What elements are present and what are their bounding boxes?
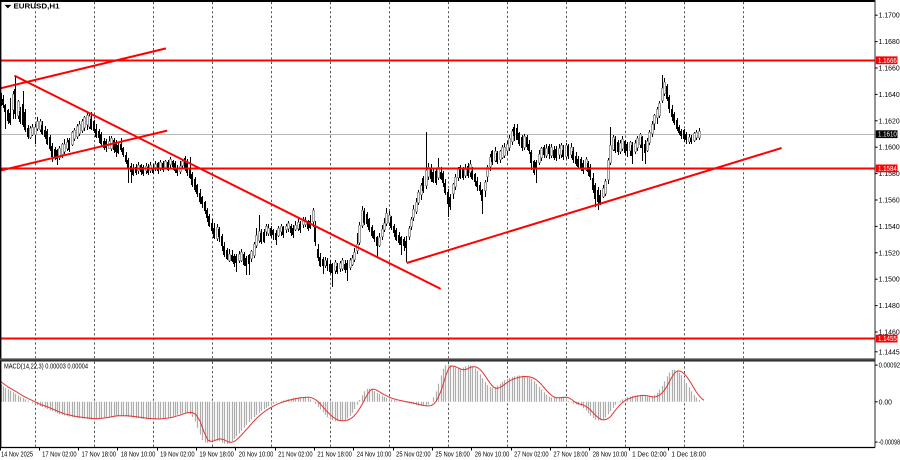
- svg-text:1.1640: 1.1640: [879, 92, 900, 99]
- svg-text:27 Nov 02:00: 27 Nov 02:00: [514, 449, 549, 458]
- svg-text:21 Nov 02:00: 21 Nov 02:00: [278, 449, 313, 458]
- svg-text:1.1480: 1.1480: [879, 303, 900, 310]
- svg-text:1.1584: 1.1584: [878, 166, 897, 173]
- svg-text:19 Nov 02:00: 19 Nov 02:00: [160, 449, 195, 458]
- svg-text:1.1455: 1.1455: [878, 336, 897, 343]
- svg-text:14 Nov 2025: 14 Nov 2025: [1, 449, 33, 458]
- svg-text:1 Dec 02:00: 1 Dec 02:00: [632, 449, 667, 458]
- svg-text:1.1445: 1.1445: [879, 349, 900, 356]
- svg-text:25 Nov 02:00: 25 Nov 02:00: [396, 449, 431, 458]
- svg-text:-0.00098: -0.00098: [879, 440, 900, 447]
- svg-text:1.1540: 1.1540: [879, 224, 900, 231]
- svg-text:18 Nov 10:00: 18 Nov 10:00: [121, 449, 156, 458]
- svg-text:0.00: 0.00: [879, 399, 893, 406]
- svg-text:24 Nov 10:00: 24 Nov 10:00: [357, 449, 392, 458]
- svg-text:19 Nov 18:00: 19 Nov 18:00: [199, 449, 234, 458]
- svg-text:1.1610: 1.1610: [878, 132, 897, 139]
- svg-text:20 Nov 10:00: 20 Nov 10:00: [239, 449, 273, 458]
- svg-text:25 Nov 18:00: 25 Nov 18:00: [435, 449, 470, 458]
- svg-text:1.1600: 1.1600: [879, 145, 900, 152]
- svg-text:21 Nov 18:00: 21 Nov 18:00: [317, 449, 352, 458]
- svg-text:1.1460: 1.1460: [879, 330, 900, 337]
- svg-text:1.1580: 1.1580: [879, 171, 900, 178]
- svg-text:1.1666: 1.1666: [878, 58, 897, 65]
- svg-text:27 Nov 18:00: 27 Nov 18:00: [553, 449, 588, 458]
- svg-text:26 Nov 10:00: 26 Nov 10:00: [475, 449, 510, 458]
- svg-text:17 Nov 18:00: 17 Nov 18:00: [82, 449, 117, 458]
- svg-text:EURUSD,H1: EURUSD,H1: [14, 1, 60, 10]
- svg-text:1.1500: 1.1500: [879, 277, 900, 284]
- svg-text:1.1520: 1.1520: [879, 250, 900, 257]
- svg-text:MACD(14,22,3) 0.00003 0.00004: MACD(14,22,3) 0.00003 0.00004: [4, 362, 88, 371]
- svg-text:0.00092: 0.00092: [879, 363, 900, 370]
- svg-text:28 Nov 10:00: 28 Nov 10:00: [593, 449, 628, 458]
- svg-text:17 Nov 02:00: 17 Nov 02:00: [42, 449, 77, 458]
- svg-text:1 Dec 18:00: 1 Dec 18:00: [671, 449, 706, 458]
- svg-text:1.1620: 1.1620: [879, 118, 900, 125]
- svg-text:1.1560: 1.1560: [879, 198, 900, 205]
- svg-text:1.1700: 1.1700: [879, 13, 900, 20]
- svg-text:1.1680: 1.1680: [879, 39, 900, 46]
- svg-text:1.1660: 1.1660: [879, 66, 900, 73]
